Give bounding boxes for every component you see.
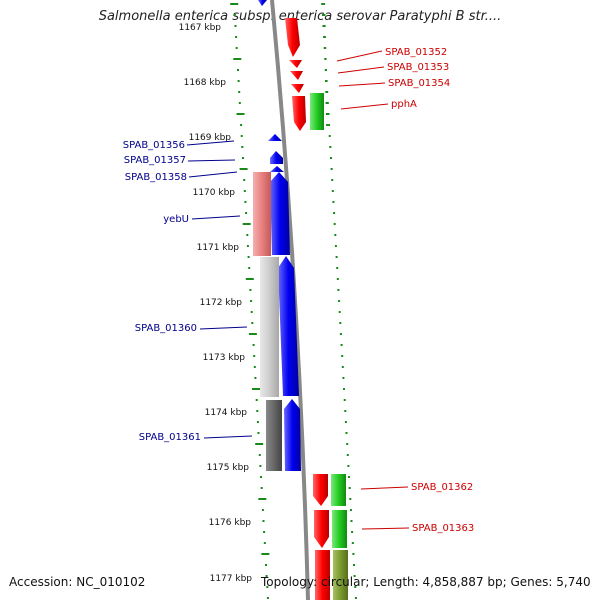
cog-pphA[interactable] — [310, 93, 324, 130]
cds-spab-01353b[interactable] — [290, 71, 303, 80]
gene-label-yebU[interactable]: yebU — [163, 214, 189, 225]
tick-label: 1167 kbp — [179, 23, 222, 33]
right-gene-labels: SPAB_01352 SPAB_01353 SPAB_01354 pphA SP… — [336, 47, 474, 534]
label-leader — [203, 435, 253, 439]
gene-label-spab-01353[interactable]: SPAB_01353 — [387, 62, 449, 73]
tick-label: 1172 kbp — [200, 298, 243, 308]
label-leader — [336, 50, 383, 62]
cds-spab-01362[interactable] — [313, 474, 328, 506]
tick-label: 1168 kbp — [184, 78, 227, 88]
cds-spab-01360[interactable] — [278, 256, 299, 396]
cds-spab-01358[interactable] — [270, 166, 284, 172]
tick-label: 1170 kbp — [193, 188, 236, 198]
cds-spab-01353[interactable] — [289, 60, 302, 68]
cds-spab-01361[interactable] — [284, 399, 301, 471]
cog-spab-01360[interactable] — [260, 257, 279, 397]
tick-label: 1176 kbp — [209, 518, 252, 528]
gene-label-spab-01356[interactable]: SPAB_01356 — [123, 140, 185, 151]
cds-spab-01363[interactable] — [314, 510, 329, 548]
kbp-tick-labels: 1167 kbp 1168 kbp 1169 kbp 1170 kbp 1171… — [179, 23, 253, 584]
genome-summary: Topology: circular; Length: 4,858,887 bp… — [261, 575, 591, 589]
cog-spab-01363[interactable] — [332, 510, 347, 548]
gene-label-spab-01360[interactable]: SPAB_01360 — [135, 323, 197, 334]
label-leader — [338, 82, 386, 87]
cds-next[interactable] — [315, 550, 330, 600]
cds-pphA[interactable] — [292, 96, 306, 131]
label-leader — [191, 215, 241, 220]
cog-spab-01362[interactable] — [331, 474, 346, 506]
reverse-strand-cds — [258, 0, 301, 471]
cog-blocks — [253, 93, 348, 600]
cds-spab-01352[interactable] — [285, 18, 300, 57]
genome-title: Salmonella enterica subsp. enterica sero… — [98, 9, 502, 24]
label-leader — [340, 103, 389, 110]
label-leader — [186, 140, 235, 146]
gene-label-pphA[interactable]: pphA — [391, 99, 417, 110]
tick-label: 1169 kbp — [189, 133, 232, 143]
gene-label-spab-01361[interactable]: SPAB_01361 — [139, 432, 201, 443]
dotted-guide-rings — [230, 3, 357, 599]
accession-label: Accession: NC_010102 — [9, 575, 146, 589]
tick-label: 1177 kbp — [210, 574, 253, 584]
cds-yebU[interactable] — [270, 172, 290, 255]
cds-top-blue[interactable] — [258, 0, 267, 6]
cog-next[interactable] — [333, 550, 348, 600]
cds-spab-01357[interactable] — [270, 151, 283, 164]
gene-label-spab-01358[interactable]: SPAB_01358 — [125, 172, 187, 183]
cds-spab-01354[interactable] — [291, 84, 304, 93]
forward-strand-cds — [285, 18, 330, 600]
tick-label: 1171 kbp — [197, 243, 240, 253]
label-leader — [187, 159, 236, 162]
cds-spab-01356[interactable] — [268, 134, 282, 141]
label-leader — [188, 171, 238, 178]
cog-spab-01361[interactable] — [266, 400, 282, 471]
gene-label-spab-01352[interactable]: SPAB_01352 — [385, 47, 447, 58]
left-gene-labels: SPAB_01356 SPAB_01357 SPAB_01358 yebU SP… — [123, 140, 253, 443]
tick-label: 1173 kbp — [203, 353, 246, 363]
label-leader — [360, 486, 409, 490]
gene-label-spab-01357[interactable]: SPAB_01357 — [124, 155, 186, 166]
tick-label: 1175 kbp — [207, 463, 250, 473]
label-leader — [361, 527, 410, 530]
gene-label-spab-01362[interactable]: SPAB_01362 — [411, 482, 473, 493]
cog-yebU[interactable] — [253, 172, 271, 256]
label-leader — [337, 66, 385, 74]
gene-label-spab-01354[interactable]: SPAB_01354 — [388, 78, 450, 89]
gene-label-spab-01363[interactable]: SPAB_01363 — [412, 523, 474, 534]
label-leader — [199, 326, 248, 330]
tick-label: 1174 kbp — [205, 408, 248, 418]
